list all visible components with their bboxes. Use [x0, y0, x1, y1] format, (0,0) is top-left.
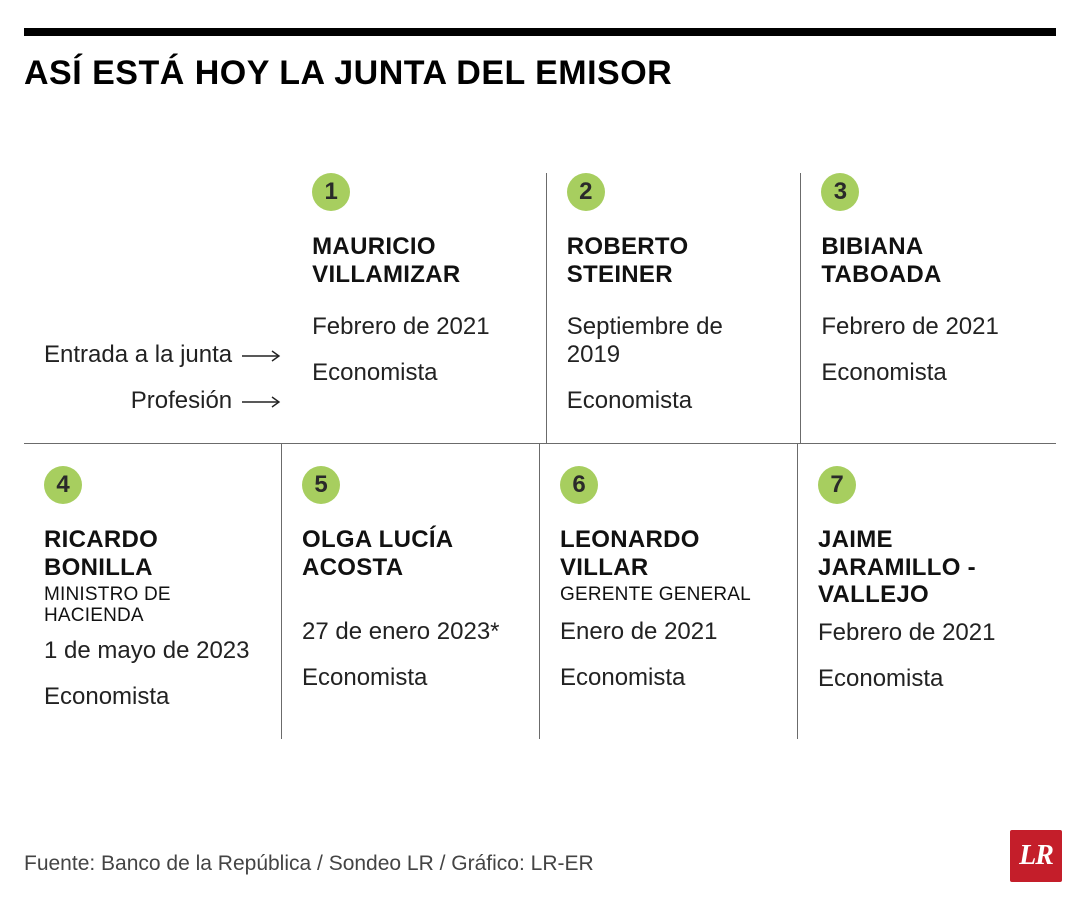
member-entry-date: Febrero de 2021	[821, 313, 1036, 341]
member-subtitle: MINISTRO DE HACIENDA	[44, 585, 261, 627]
name-block: LEONARDO VILLAR GERENTE GENERAL	[560, 526, 777, 608]
member-card: 1 MAURICIO VILLAMIZAR Febrero de 2021 Ec…	[292, 173, 547, 443]
member-profession: Economista	[567, 387, 781, 415]
member-entry-date: Septiembre de 2019	[567, 313, 781, 369]
infographic-title: ASÍ ESTÁ HOY LA JUNTA DEL EMISOR	[24, 54, 1056, 93]
member-subtitle: GERENTE GENERAL	[560, 585, 777, 606]
member-name: OLGA LUCÍA ACOSTA	[302, 526, 519, 581]
number-badge: 2	[567, 173, 605, 211]
legend-entry-label: Entrada a la junta	[44, 341, 232, 369]
member-entry-date: 27 de enero 2023*	[302, 618, 519, 646]
member-profession: Economista	[312, 359, 526, 387]
source-line: Fuente: Banco de la República / Sondeo L…	[24, 852, 594, 876]
name-block: JAIME JARAMILLO -VALLEJO	[818, 526, 1036, 609]
publisher-logo: LR	[1010, 830, 1062, 882]
name-block: MAURICIO VILLAMIZAR	[312, 233, 526, 295]
arrow-icon	[242, 342, 286, 368]
legend-cell: Entrada a la junta Profesión	[24, 173, 292, 443]
member-entry-date: Febrero de 2021	[818, 619, 1036, 647]
member-profession: Economista	[818, 665, 1036, 693]
top-rule	[24, 28, 1056, 36]
number-badge: 7	[818, 466, 856, 504]
member-profession: Economista	[44, 683, 261, 711]
member-card: 5 OLGA LUCÍA ACOSTA 27 de enero 2023* Ec…	[282, 444, 540, 739]
member-name: JAIME JARAMILLO -VALLEJO	[818, 526, 1036, 609]
member-name: ROBERTO STEINER	[567, 233, 781, 288]
grid-row-2: 4 RICARDO BONILLA MINISTRO DE HACIENDA 1…	[24, 444, 1056, 739]
arrow-icon	[242, 388, 286, 414]
name-block: OLGA LUCÍA ACOSTA	[302, 526, 519, 608]
name-block: ROBERTO STEINER	[567, 233, 781, 295]
number-badge: 6	[560, 466, 598, 504]
member-name: LEONARDO VILLAR	[560, 526, 777, 581]
infographic-container: ASÍ ESTÁ HOY LA JUNTA DEL EMISOR Entrada…	[0, 0, 1080, 739]
member-profession: Economista	[821, 359, 1036, 387]
grid-row-1: Entrada a la junta Profesión 1 MAURICIO …	[24, 173, 1056, 444]
number-badge: 1	[312, 173, 350, 211]
publisher-logo-text: LR	[1019, 840, 1053, 872]
legend-profession-row: Profesión	[131, 387, 286, 415]
member-entry-date: Febrero de 2021	[312, 313, 526, 341]
number-badge: 4	[44, 466, 82, 504]
member-card: 7 JAIME JARAMILLO -VALLEJO Febrero de 20…	[798, 444, 1056, 739]
name-block: BIBIANA TABOADA	[821, 233, 1036, 295]
member-card: 2 ROBERTO STEINER Septiembre de 2019 Eco…	[547, 173, 802, 443]
member-card: 6 LEONARDO VILLAR GERENTE GENERAL Enero …	[540, 444, 798, 739]
legend-entry-row: Entrada a la junta	[44, 341, 286, 369]
name-block: RICARDO BONILLA MINISTRO DE HACIENDA	[44, 526, 261, 627]
legend-profession-label: Profesión	[131, 387, 232, 415]
member-name: RICARDO BONILLA	[44, 526, 261, 581]
member-card: 4 RICARDO BONILLA MINISTRO DE HACIENDA 1…	[24, 444, 282, 739]
member-card: 3 BIBIANA TABOADA Febrero de 2021 Econom…	[801, 173, 1056, 443]
member-entry-date: Enero de 2021	[560, 618, 777, 646]
member-profession: Economista	[302, 664, 519, 692]
members-grid: Entrada a la junta Profesión 1 MAURICIO …	[24, 173, 1056, 739]
member-entry-date: 1 de mayo de 2023	[44, 637, 261, 665]
member-name: MAURICIO VILLAMIZAR	[312, 233, 526, 288]
member-profession: Economista	[560, 664, 777, 692]
member-name: BIBIANA TABOADA	[821, 233, 1036, 288]
number-badge: 5	[302, 466, 340, 504]
number-badge: 3	[821, 173, 859, 211]
